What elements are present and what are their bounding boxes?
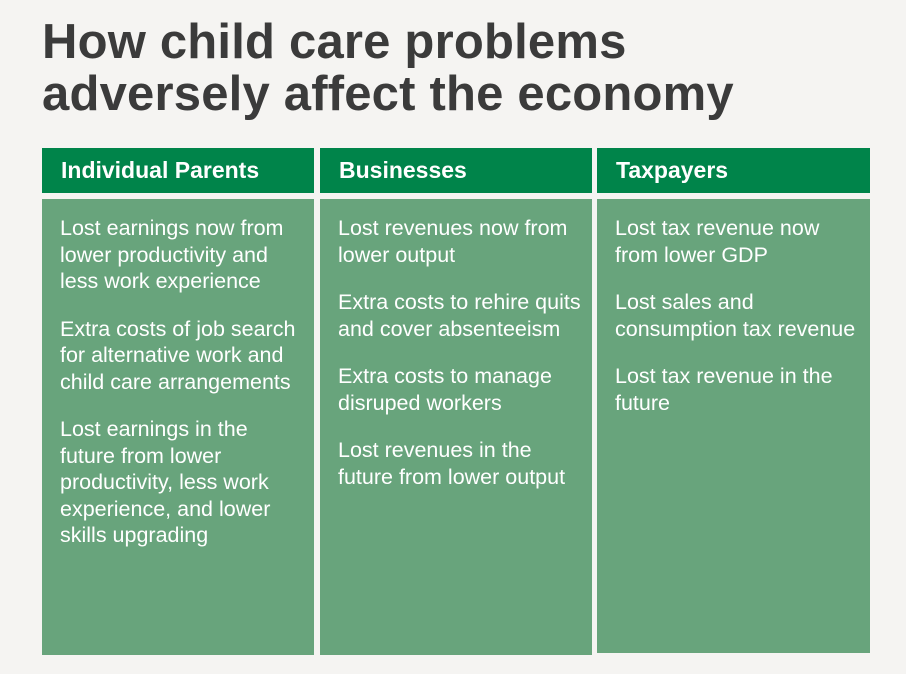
list-item: Lost revenues now from lower output [338, 216, 568, 267]
column-header-taxpayers: Taxpayers [597, 148, 870, 193]
title-line-1: How child care problems [42, 15, 627, 69]
list-item: Lost sales and consumption tax revenue [615, 290, 856, 341]
column-body-taxpayers: Lost tax revenue now from lower GDP Lost… [597, 199, 870, 653]
column-body-individual-parents: Lost earnings now from lower productivit… [42, 199, 314, 655]
list-item: Extra costs to manage disruped workers [338, 364, 552, 415]
page-title: How child care problems adversely affect… [42, 16, 892, 120]
list-item: Extra costs to rehire quits and cover ab… [338, 290, 581, 341]
list-item: Lost revenues in the future from lower o… [338, 438, 566, 489]
column-header-individual-parents: Individual Parents [42, 148, 314, 193]
title-line-2: adversely affect the economy [42, 67, 734, 121]
column-body-businesses: Lost revenues now from lower output Extr… [320, 199, 592, 655]
list-item: Lost tax revenue now from lower GDP [615, 216, 820, 267]
list-item: Lost earnings now from lower productivit… [60, 216, 284, 293]
column-header-businesses: Businesses [320, 148, 592, 193]
list-item: Lost earnings in the future from lower p… [60, 417, 271, 547]
list-item: Lost tax revenue in the future [615, 364, 833, 415]
list-item: Extra costs of job search for alternativ… [60, 316, 296, 394]
